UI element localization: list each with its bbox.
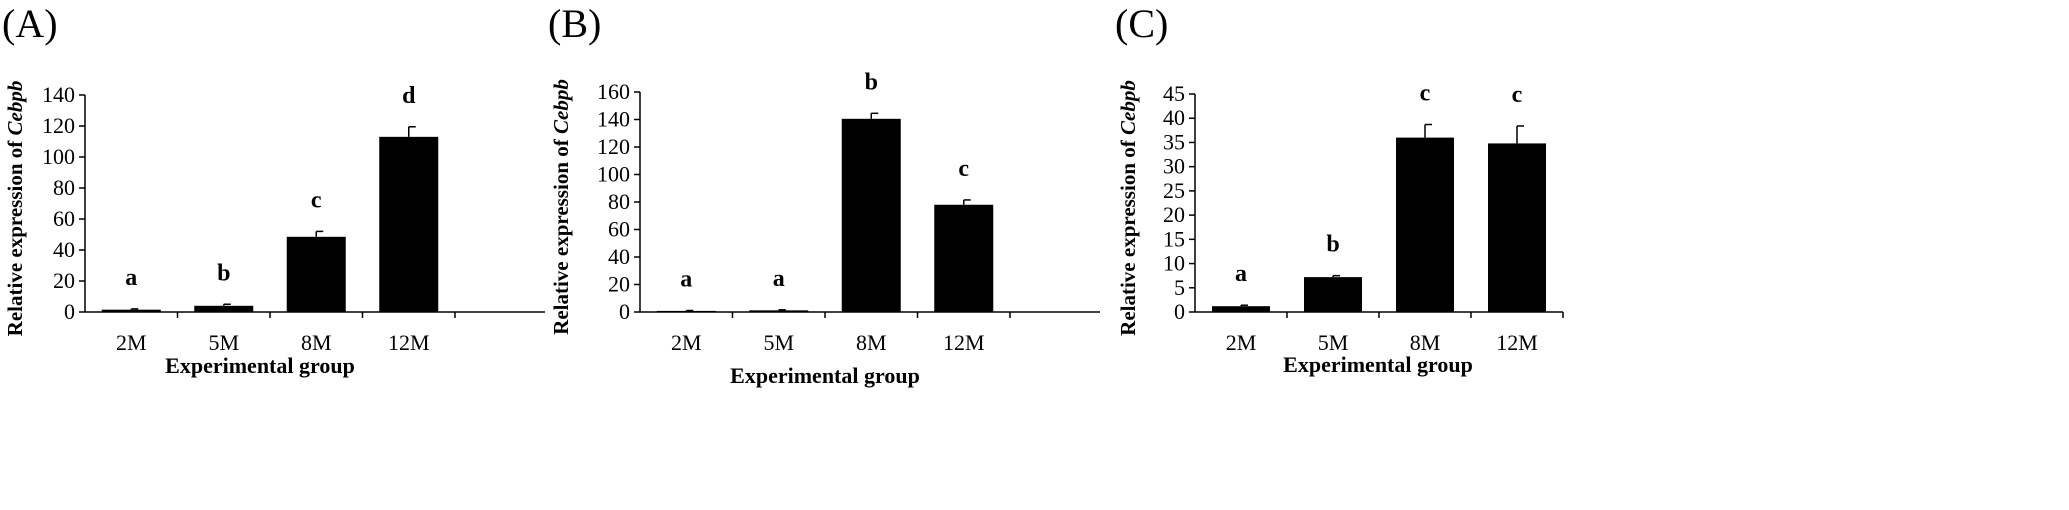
panel-a-significance-label: d <box>402 83 416 109</box>
panel-b-category-label: 12M <box>943 330 985 355</box>
panel-c-y-tick-label: 25 <box>1163 178 1185 203</box>
panel-b-y-axis-title-prefix: Relative expression of <box>549 134 573 335</box>
panel-c-y-tick-label: 20 <box>1163 202 1185 227</box>
panel-c-y-tick-label: 40 <box>1163 105 1185 130</box>
panel-c-y-tick-label: 35 <box>1163 129 1185 154</box>
panel-c-y-tick-label: 5 <box>1174 275 1185 300</box>
panel-a-y-axis-title: Relative expression of Cebpb <box>3 81 27 337</box>
panel-a-category-label: 8M <box>301 330 332 355</box>
panel-b-significance-label: a <box>680 266 692 292</box>
panel-a-significance-label: b <box>217 260 230 286</box>
panel-label-c: (C) <box>1115 1 1169 46</box>
panel-b-y-tick-label: 40 <box>608 244 630 269</box>
panel-c-y-axis-title-prefix: Relative expression of <box>1116 135 1140 336</box>
panel-c-significance-label: c <box>1512 82 1523 108</box>
panel-a-y-tick-label: 80 <box>53 175 75 200</box>
panel-c-category-label: 5M <box>1318 330 1349 355</box>
panel-b-x-axis-title: Experimental group <box>730 363 920 388</box>
panel-b-y-axis-title-gene: Cebpb <box>549 79 573 134</box>
panel-c-bar <box>1396 137 1454 312</box>
panel-b-significance-label: b <box>865 69 878 95</box>
panel-a-y-axis-title-prefix: Relative expression of <box>3 135 27 336</box>
panel-label-b: (B) <box>548 1 602 46</box>
panel-a-y-tick-label: 20 <box>53 268 75 293</box>
panel-a-significance-label: c <box>311 187 322 213</box>
panel-a-category-label: 2M <box>116 330 147 355</box>
panel-a-significance-label: a <box>125 265 137 291</box>
panel-b-significance-label: c <box>958 156 969 182</box>
panel-a-bar <box>194 305 254 312</box>
panel-a-category-label: 5M <box>208 330 239 355</box>
panel-c-bar <box>1488 143 1546 312</box>
panel-c-y-tick-label: 10 <box>1163 251 1185 276</box>
panel-a-y-tick-label: 120 <box>42 113 75 138</box>
panel-c-y-tick-label: 0 <box>1174 299 1185 324</box>
panel-b-category-label: 2M <box>671 330 702 355</box>
panel-b-y-tick-label: 120 <box>597 134 630 159</box>
panel-b-y-tick-label: 160 <box>597 79 630 104</box>
panel-a-y-axis-title-gene: Cebpb <box>3 81 27 136</box>
panel-a-y-tick-label: 140 <box>42 82 75 107</box>
panel-b-y-axis-title: Relative expression of Cebpb <box>549 79 573 335</box>
panel-c-y-axis-title: Relative expression of Cebpb <box>1116 80 1140 336</box>
panel-label-a: (A) <box>2 1 58 46</box>
panel-c-y-tick-label: 30 <box>1163 154 1185 179</box>
panel-b-y-tick-label: 20 <box>608 272 630 297</box>
panel-b-bar <box>934 204 994 312</box>
panel-b-category-label: 8M <box>856 330 887 355</box>
panel-a-x-axis-title: Experimental group <box>165 353 355 378</box>
panel-b-y-tick-label: 80 <box>608 189 630 214</box>
panel-c-bar <box>1304 277 1362 312</box>
panel-a-y-tick-label: 0 <box>64 299 75 324</box>
panel-a-bar <box>286 236 346 312</box>
panel-b-bar <box>749 310 809 312</box>
panel-b-y-tick-label: 140 <box>597 107 630 132</box>
panel-c-category-label: 2M <box>1226 330 1257 355</box>
panel-c-bar <box>1212 306 1270 312</box>
panel-a-category-label: 12M <box>388 330 430 355</box>
panel-c-x-axis-title: Experimental group <box>1283 352 1473 377</box>
panel-c-significance-label: c <box>1420 81 1431 107</box>
panel-b-y-tick-label: 60 <box>608 217 630 242</box>
panel-b-category-label: 5M <box>763 330 794 355</box>
panel-a-y-tick-label: 40 <box>53 237 75 262</box>
panel-c-significance-label: b <box>1326 232 1339 258</box>
panel-a-y-tick-label: 100 <box>42 144 75 169</box>
panel-b-bar <box>841 118 901 312</box>
panel-c-category-label: 8M <box>1410 330 1441 355</box>
panel-a-bar <box>379 136 439 312</box>
panel-c-y-tick-label: 15 <box>1163 226 1185 251</box>
panel-a-bar <box>101 309 161 312</box>
panel-c-y-tick-label: 45 <box>1163 81 1185 106</box>
panel-b-y-tick-label: 100 <box>597 162 630 187</box>
panel-c-y-axis-title-gene: Cebpb <box>1116 80 1140 135</box>
panel-b-significance-label: a <box>773 266 785 292</box>
panel-b-bar <box>656 310 716 312</box>
panel-c-category-label: 12M <box>1496 330 1538 355</box>
panel-c-significance-label: a <box>1235 261 1247 287</box>
panel-a-y-tick-label: 60 <box>53 206 75 231</box>
panel-b-y-tick-label: 0 <box>619 299 630 324</box>
